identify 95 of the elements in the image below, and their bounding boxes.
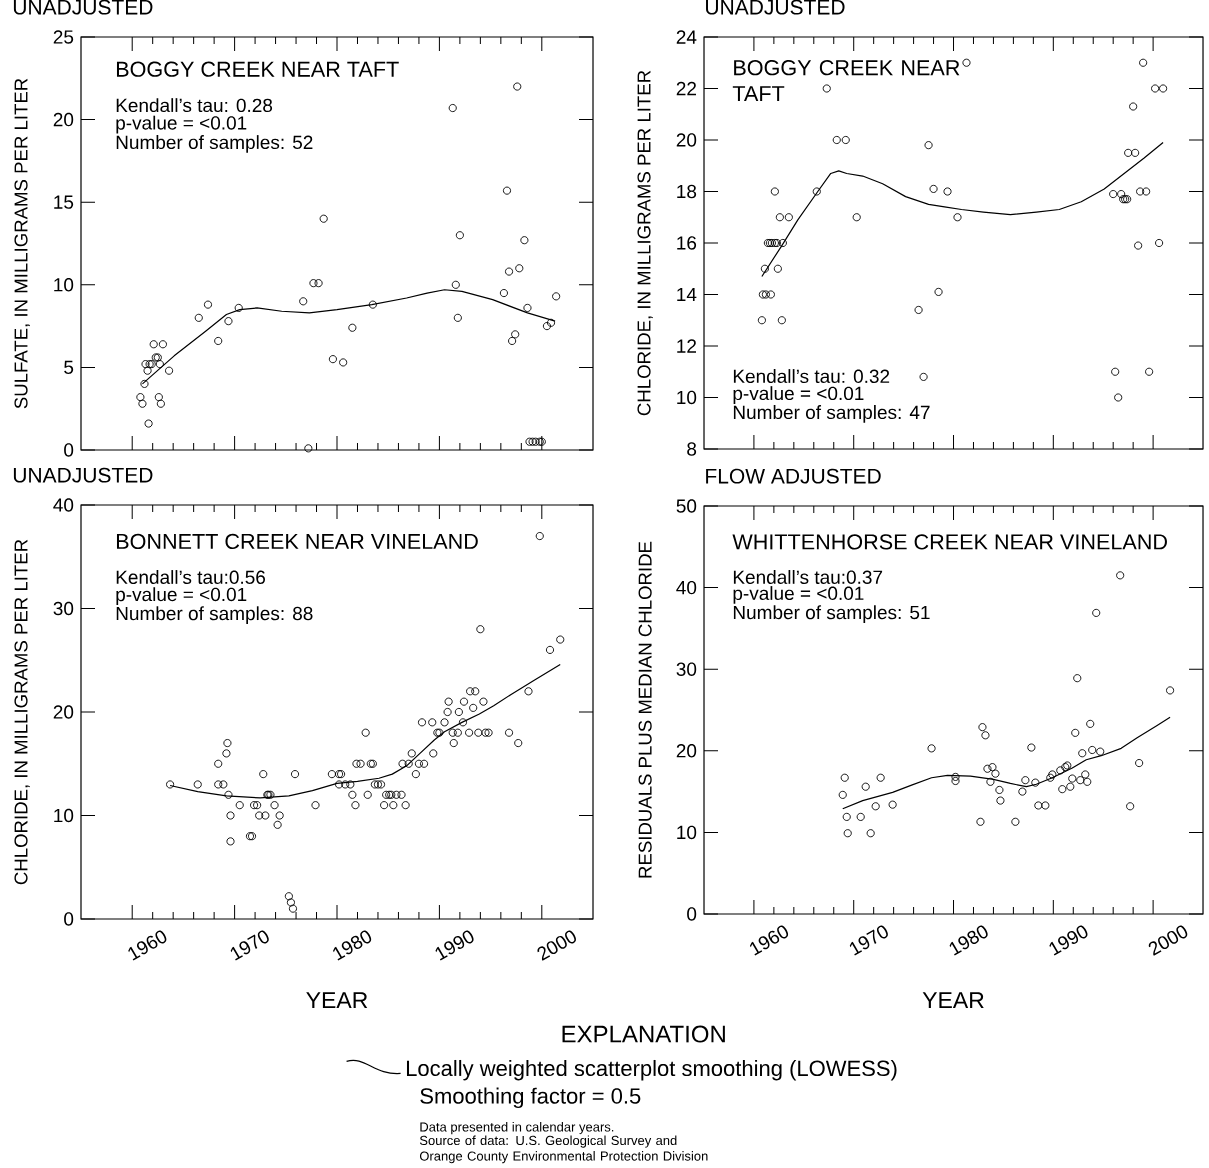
y-tick-label: 40 [676, 580, 697, 595]
point [144, 419, 153, 428]
y-tick-label: 14 [677, 287, 697, 302]
point [528, 437, 537, 446]
point [1166, 686, 1175, 695]
y-tick-label: 10 [54, 278, 74, 292]
text: BONNETT CREEK NEAR VINELAND [116, 533, 478, 550]
y-tick-label: 18 [677, 184, 697, 199]
y-axis-title: CHLORIDE, IN MILLIGRAMS PER LITER [637, 70, 653, 416]
y-tick-label: 8 [687, 442, 697, 456]
x-axis-title: YEAR [922, 992, 984, 1008]
x-tick-label: 1990 [1049, 925, 1088, 956]
y-tick-label: 30 [53, 601, 74, 616]
point [1142, 187, 1151, 196]
annotation: p-value = <0.01 [733, 586, 864, 604]
point [552, 292, 561, 301]
x-tick-label: 1960 [749, 925, 789, 956]
y-tick-label: 20 [53, 705, 74, 719]
x-tick-label: 1960 [128, 930, 167, 961]
point [136, 393, 145, 402]
annotation: Kendall’s tau: 0.28 [116, 98, 273, 113]
legend-title: EXPLANATION [562, 1025, 725, 1043]
point [1159, 84, 1168, 93]
point [138, 399, 147, 408]
y-axis-title: CHLORIDE, IN MILLIGRAMS PER LITER [14, 539, 30, 885]
y-tick-label: 40 [53, 498, 74, 512]
x-tick-label: 1970 [849, 925, 888, 956]
text: BOGGY CREEK NEAR TAFT [732, 60, 960, 102]
y-tick-label: 20 [676, 744, 697, 758]
point [140, 379, 149, 388]
annotation: p-value = <0.01 [733, 386, 864, 404]
point [523, 303, 532, 312]
annotation: Number of samples: 52 [116, 135, 313, 153]
y-axis-title: SULFATE, IN MILLIGRAMS PER LITER [14, 78, 30, 409]
y-tick-label: 5 [64, 360, 74, 375]
point [143, 366, 152, 375]
chart-title: FLOW ADJUSTED [706, 468, 881, 484]
y-tick-label: 0 [64, 912, 74, 926]
point [1134, 241, 1143, 250]
text: Data presented in calendar years. [420, 1122, 614, 1135]
point [520, 236, 529, 245]
point [1155, 238, 1164, 248]
point [757, 316, 766, 325]
y-tick-label: 15 [54, 195, 74, 209]
x-tick-label: 1970 [230, 930, 269, 961]
text: Smoothing factor = 0.5 [420, 1087, 641, 1109]
x-axis-title: YEAR [306, 992, 368, 1009]
annotation: Kendall’s tau:0.56 [116, 570, 266, 585]
legend-label: Locally weighted scatterplot smoothing (LOWESS) [406, 1059, 897, 1081]
annotation: Number of samples: 88 [116, 606, 313, 624]
y-tick-label: 0 [687, 907, 697, 921]
point [766, 290, 775, 299]
point [531, 437, 540, 446]
chart-title: UNADJUSTED [706, 0, 845, 15]
x-tick-label: 2000 [1148, 925, 1188, 956]
point [141, 360, 150, 369]
x-tick-label: 2000 [537, 930, 576, 961]
y-tick-label: 22 [676, 81, 696, 96]
source-note: Source of data: U.S. Geological Survey and Orange County Environmental Protection Division [419, 1135, 708, 1164]
point [761, 290, 770, 299]
chart-title: UNADJUSTED [13, 0, 153, 15]
y-tick-label: 12 [677, 339, 696, 353]
point [525, 437, 534, 446]
point [1139, 58, 1148, 67]
y-tick-label: 20 [53, 112, 74, 127]
annotation: Kendall’s tau: 0.32 [733, 369, 890, 384]
annotation: p-value = <0.01 [116, 115, 247, 134]
annotation: Number of samples: 47 [733, 405, 930, 423]
y-tick-label: 25 [53, 30, 74, 44]
point [542, 322, 551, 331]
y-tick-label: 0 [64, 443, 74, 457]
y-tick-label: 20 [676, 133, 697, 147]
point [758, 290, 767, 299]
point [1145, 367, 1154, 376]
y-tick-label: 10 [677, 825, 697, 840]
point [1151, 84, 1160, 93]
y-tick-label: 16 [677, 236, 697, 250]
y-tick-label: 50 [676, 499, 697, 513]
x-tick-label: 1980 [333, 930, 372, 961]
y-tick-label: 30 [676, 662, 697, 676]
y-tick-label: 10 [54, 808, 74, 823]
annotation: Number of samples: 51 [733, 605, 930, 623]
x-tick-label: 1980 [949, 925, 988, 956]
text: WHITTENHORSE CREEK NEAR VINELAND [732, 534, 1167, 550]
annotation: Kendall’s tau:0.37 [733, 570, 883, 584]
point [760, 264, 769, 273]
annotation: p-value = <0.01 [116, 587, 247, 605]
y-tick-label: 10 [677, 390, 697, 405]
x-tick-label: 1990 [435, 930, 474, 961]
point [1136, 187, 1145, 196]
text: BOGGY CREEK NEAR TAFT [116, 61, 399, 77]
chart-title: UNADJUSTED [13, 467, 153, 483]
y-tick-label: 24 [676, 30, 697, 44]
point [1135, 758, 1144, 768]
y-axis-title: RESIDUALS PLUS MEDIAN CHLORIDE [638, 541, 652, 878]
